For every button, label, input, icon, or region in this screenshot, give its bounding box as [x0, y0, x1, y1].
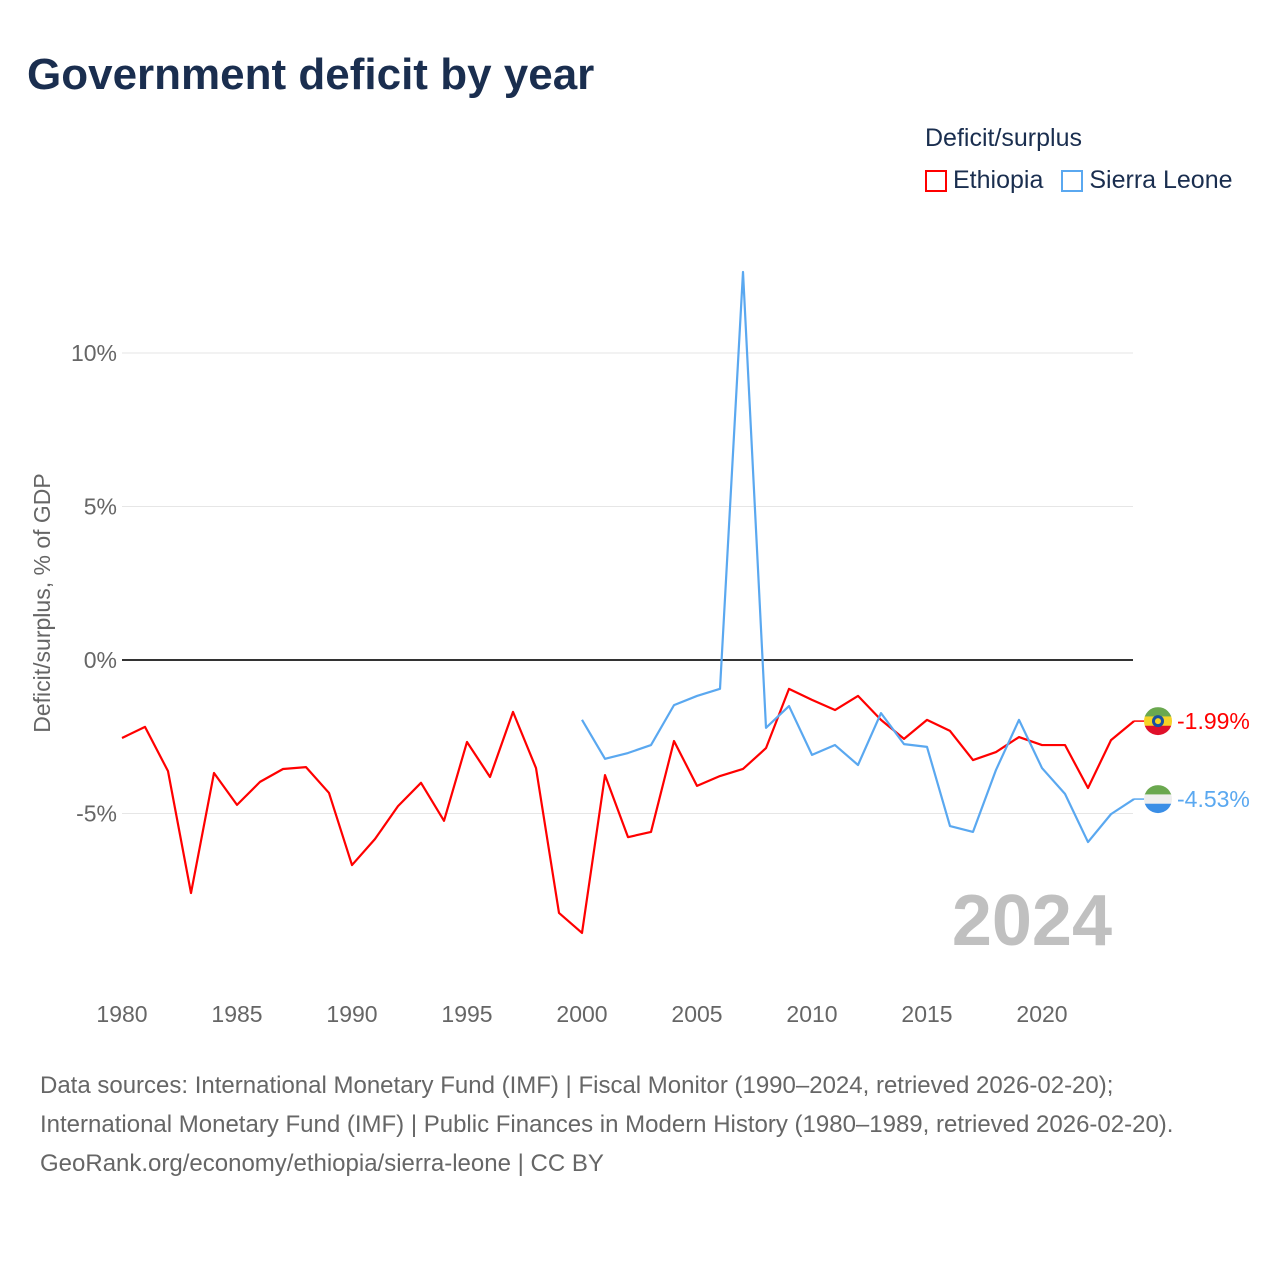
legend-item-sierra-leone[interactable]: Sierra Leone — [1061, 166, 1233, 195]
y-tick-label: 10% — [71, 340, 117, 366]
legend-swatch-sierra-leone — [1061, 169, 1084, 192]
y-tick-label: 5% — [84, 494, 117, 520]
plot-area: 10% 5% 0% -5% 1980 1985 1990 1995 2000 2005 2010 20… — [29, 270, 1250, 1027]
series-line-sierra-leone — [581, 270, 1135, 844]
legend-title: Deficit/surplus — [925, 124, 1082, 152]
footer: Data sources: International Monetary Fun… — [40, 1066, 1240, 1183]
legend-swatch-ethiopia — [925, 169, 947, 192]
x-tick-label: 2010 — [786, 1001, 837, 1027]
chart-title: Government deficit by year — [27, 50, 595, 99]
x-tick-label: 2000 — [556, 1001, 607, 1027]
x-tick-label: 2020 — [1016, 1001, 1067, 1027]
y-tick-label: 0% — [84, 647, 117, 673]
legend-label: Sierra Leone — [1089, 166, 1233, 194]
x-tick-label: 1980 — [96, 1001, 147, 1027]
x-tick-label: 1985 — [211, 1001, 262, 1027]
y-tick-label: -5% — [76, 801, 117, 827]
sierra-leone-flag-icon — [1144, 785, 1172, 814]
data-sources: Data sources: International Monetary Fun… — [40, 1072, 1174, 1138]
x-tick-label: 2015 — [901, 1001, 952, 1027]
end-value-label: -4.53% — [1177, 786, 1250, 812]
year-watermark: 2024 — [952, 881, 1112, 961]
legend-item-ethiopia[interactable]: Ethiopia — [925, 166, 1043, 195]
x-tick-label: 1990 — [326, 1001, 377, 1027]
series-line-ethiopia — [121, 687, 1135, 935]
legend-label: Ethiopia — [953, 166, 1044, 194]
x-tick-label: 1995 — [441, 1001, 492, 1027]
y-axis-label: Deficit/surplus, % of GDP — [29, 473, 55, 732]
end-value-label: -1.99% — [1177, 708, 1250, 734]
source-link[interactable]: GeoRank.org/economy/ethiopia/sierra-leon… — [40, 1150, 604, 1177]
legend: Ethiopia Sierra Leone — [925, 166, 1233, 195]
ethiopia-flag-icon — [1144, 707, 1172, 736]
x-tick-label: 2005 — [671, 1001, 722, 1027]
